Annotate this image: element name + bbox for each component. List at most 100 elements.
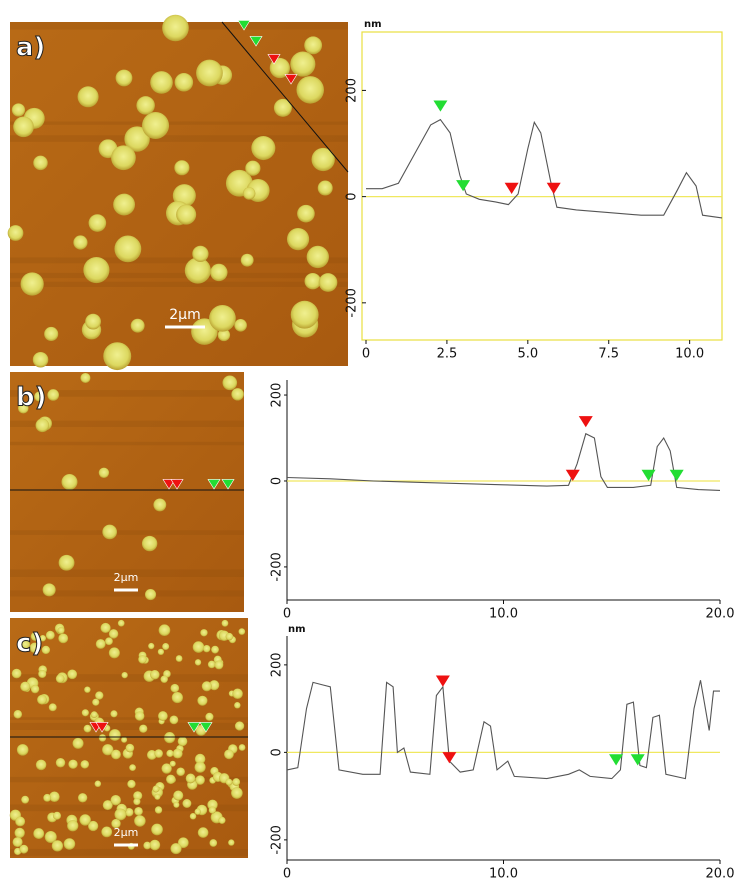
particle — [154, 793, 161, 800]
particle — [45, 630, 55, 640]
x-tick-label: 10.0 — [675, 347, 704, 362]
particle — [57, 626, 65, 634]
particle — [197, 827, 209, 838]
particle — [306, 245, 329, 269]
particle — [49, 791, 60, 802]
particle — [192, 245, 209, 263]
particle — [161, 763, 172, 774]
x-tick-label: 7.5 — [598, 347, 619, 362]
particle — [48, 703, 57, 712]
particle — [176, 767, 185, 777]
particle — [102, 744, 114, 756]
particle — [21, 795, 30, 804]
marker — [435, 675, 450, 687]
particle — [51, 840, 64, 852]
particle — [209, 680, 220, 691]
particle — [58, 633, 69, 644]
particle — [148, 642, 155, 650]
particle — [133, 798, 141, 806]
particle — [195, 775, 205, 785]
particle — [251, 136, 276, 161]
particle — [205, 712, 214, 721]
x-tick-label: 10.0 — [489, 607, 518, 622]
particle — [232, 778, 241, 786]
particle — [194, 808, 201, 815]
particle — [115, 69, 133, 87]
particle — [95, 639, 106, 649]
afm-image — [9, 618, 248, 858]
particle — [11, 668, 22, 679]
particle — [189, 813, 197, 820]
particle — [20, 272, 44, 296]
particle — [232, 688, 243, 700]
particle — [192, 641, 205, 653]
particle — [33, 828, 45, 839]
y-unit: nm — [288, 624, 306, 635]
y-unit: nm — [364, 19, 382, 30]
particle — [153, 498, 167, 512]
marker — [456, 180, 471, 192]
particle — [202, 644, 211, 653]
x-tick-label: 5.0 — [517, 347, 538, 362]
particle — [184, 257, 211, 284]
particle — [182, 799, 192, 808]
particle — [194, 761, 206, 773]
particle — [217, 328, 231, 342]
particle — [124, 808, 134, 817]
particle — [142, 111, 170, 139]
particle — [185, 773, 196, 784]
scan-stripe — [10, 121, 348, 125]
particle — [169, 760, 176, 767]
particle — [173, 801, 180, 808]
y-tick-label: -200 — [270, 825, 285, 855]
particle — [124, 126, 150, 152]
particle — [130, 318, 145, 333]
particle — [44, 326, 59, 342]
marker — [669, 469, 684, 481]
particle — [108, 629, 119, 639]
particle — [242, 187, 256, 200]
scan-line — [221, 21, 349, 173]
particle — [83, 256, 110, 284]
particle — [170, 843, 182, 855]
marker — [630, 754, 645, 766]
marker — [237, 20, 251, 31]
particle — [224, 749, 234, 760]
particle — [144, 588, 157, 601]
particle — [63, 838, 76, 850]
y-tick-label: 200 — [270, 383, 285, 408]
particle — [19, 844, 29, 854]
particle — [317, 180, 333, 196]
particle — [15, 816, 26, 827]
particle — [39, 635, 47, 642]
marker — [578, 416, 593, 428]
marker — [95, 722, 109, 733]
particle — [141, 535, 158, 552]
particle — [134, 711, 145, 721]
scan-stripe — [10, 674, 248, 682]
particle — [121, 736, 128, 743]
particle — [38, 669, 47, 679]
particle — [68, 759, 78, 769]
particle — [162, 14, 189, 42]
particle — [290, 51, 316, 77]
particle — [231, 787, 243, 799]
particle — [234, 721, 245, 731]
particle — [125, 743, 135, 753]
particle — [151, 823, 163, 836]
particle — [290, 300, 319, 329]
particle — [208, 806, 216, 814]
particle — [77, 86, 99, 108]
scale-bar-label: 2μm — [114, 571, 139, 584]
profile-line — [286, 680, 720, 780]
marker — [546, 182, 561, 194]
particle — [196, 59, 223, 87]
marker — [565, 469, 580, 481]
scan-stripe — [10, 569, 244, 577]
x-tick-label: 0 — [283, 867, 291, 882]
particle — [103, 342, 132, 371]
particle — [67, 820, 79, 832]
particle — [210, 263, 228, 282]
particle — [109, 729, 121, 741]
